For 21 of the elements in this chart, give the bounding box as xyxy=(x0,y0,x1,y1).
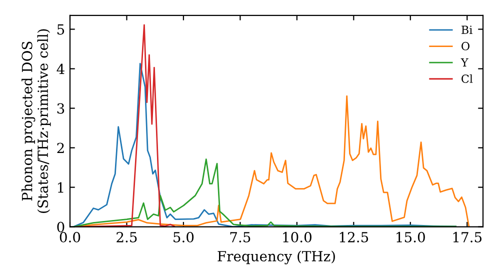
y-tick-label: 4 xyxy=(56,64,64,74)
x-tick-label: 0.0 xyxy=(60,232,80,242)
y-tick-label: 2 xyxy=(57,142,64,154)
y-tick-label: 1 xyxy=(58,182,64,193)
y-tick-label: 5 xyxy=(57,24,64,35)
x-tick-label: 12.5 xyxy=(340,232,368,242)
x-axis-title: Frequency (THz) xyxy=(218,250,335,264)
y-tick-label: 0 xyxy=(57,222,64,232)
legend-label: Bi xyxy=(462,26,472,34)
x-tick-label: 2.5 xyxy=(116,232,137,242)
x-tick-label: 10.0 xyxy=(283,232,312,242)
x-tick-label: 17.5 xyxy=(453,232,482,242)
y-axis-title: Phonon projected DOS (States/THz·primitive cell) xyxy=(22,29,51,213)
legend-label: O xyxy=(462,42,470,50)
x-tick-label: 15.0 xyxy=(396,232,425,242)
legend-label: Cl xyxy=(462,74,473,83)
line-series xyxy=(72,158,456,227)
x-tick-label: 5.0 xyxy=(174,232,194,242)
legend-label: Y xyxy=(460,58,468,66)
y-tick-label: 3 xyxy=(57,103,64,114)
x-tick-label: 7.5 xyxy=(230,232,250,242)
